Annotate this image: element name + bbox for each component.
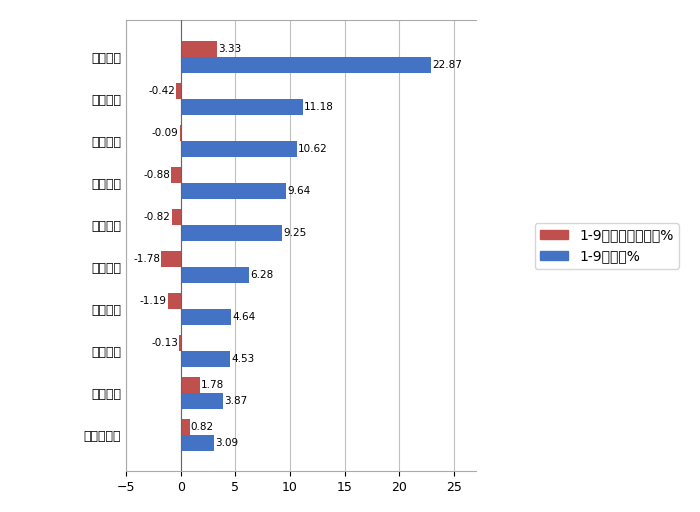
Bar xyxy=(181,267,249,283)
Text: 10.62: 10.62 xyxy=(298,144,328,154)
Text: 4.64: 4.64 xyxy=(232,312,256,322)
Bar xyxy=(181,99,303,115)
Bar xyxy=(181,393,223,409)
Text: -1.78: -1.78 xyxy=(133,254,160,264)
Text: 3.09: 3.09 xyxy=(216,438,239,447)
Text: -0.88: -0.88 xyxy=(143,170,170,180)
Bar xyxy=(179,335,181,351)
Bar xyxy=(181,377,200,393)
Bar xyxy=(171,167,181,183)
Text: 9.64: 9.64 xyxy=(287,186,311,196)
Bar xyxy=(176,83,181,99)
Bar xyxy=(161,251,181,267)
Text: -1.19: -1.19 xyxy=(139,296,167,306)
Text: 4.53: 4.53 xyxy=(231,354,255,364)
Bar xyxy=(181,183,286,199)
Text: -0.42: -0.42 xyxy=(148,86,175,96)
Text: 11.18: 11.18 xyxy=(304,102,334,112)
Bar xyxy=(181,351,230,367)
Bar xyxy=(181,57,430,73)
Legend: 1-9月份额同比增减%, 1-9月份额%: 1-9月份额同比增减%, 1-9月份额% xyxy=(535,223,679,269)
Text: 1.78: 1.78 xyxy=(202,380,225,390)
Text: 0.82: 0.82 xyxy=(190,422,214,432)
Bar xyxy=(168,293,181,309)
Text: -0.82: -0.82 xyxy=(144,212,171,222)
Bar xyxy=(181,309,232,325)
Text: 3.33: 3.33 xyxy=(218,44,242,54)
Text: -0.13: -0.13 xyxy=(151,338,178,348)
Text: 22.87: 22.87 xyxy=(432,60,462,70)
Text: -0.09: -0.09 xyxy=(152,128,178,138)
Text: 3.87: 3.87 xyxy=(224,396,247,406)
Bar xyxy=(181,41,217,57)
Bar xyxy=(181,435,214,451)
Bar xyxy=(181,225,282,241)
Bar xyxy=(180,125,181,141)
Bar xyxy=(181,419,190,435)
Bar xyxy=(172,209,181,225)
Text: 6.28: 6.28 xyxy=(251,270,274,280)
Bar xyxy=(181,141,297,157)
Text: 9.25: 9.25 xyxy=(283,228,306,238)
